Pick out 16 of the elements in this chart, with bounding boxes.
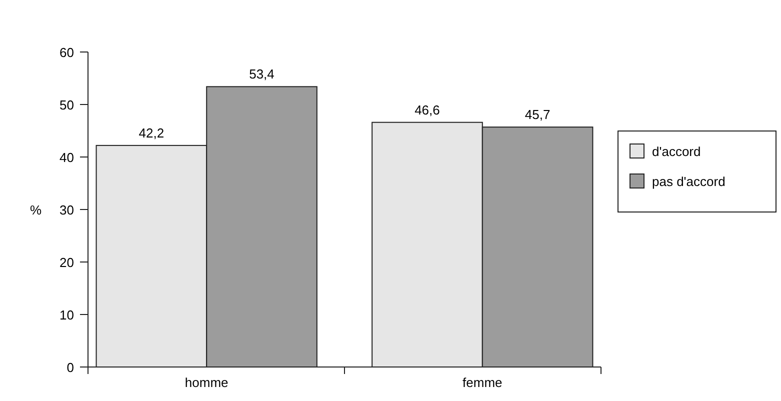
legend-label: d'accord — [652, 144, 701, 159]
legend-label: pas d'accord — [652, 174, 726, 189]
x-tick-label: femme — [462, 375, 502, 390]
data-label: 45,7 — [524, 107, 550, 122]
data-label: 53,4 — [249, 66, 274, 82]
y-tick-label: 10 — [60, 308, 74, 322]
y-tick-label: 50 — [60, 98, 74, 112]
y-tick-label: 60 — [60, 45, 74, 60]
y-tick-label: 40 — [60, 150, 74, 165]
data-label: 46,6 — [414, 102, 440, 118]
y-tick-label: 0 — [66, 360, 74, 375]
y-tick-label: 30 — [60, 202, 74, 218]
y-tick-label: 20 — [60, 255, 74, 270]
y-axis-title: % — [30, 202, 42, 218]
data-label: 42,2 — [138, 125, 164, 140]
x-tick-label: homme — [184, 375, 228, 390]
